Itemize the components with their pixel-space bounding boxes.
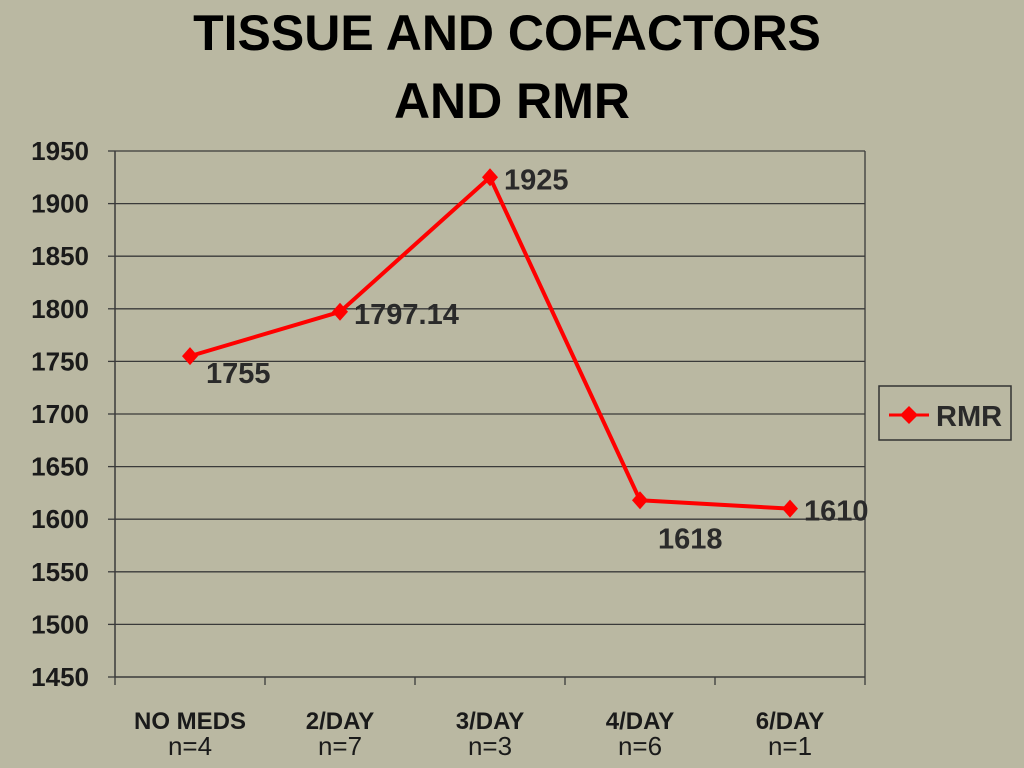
y-axis-tick-labels: 1950 1900 1850 1800 1750 1700 1650 1600 1550 1500… bbox=[31, 136, 89, 692]
y-tick-label: 1950 bbox=[31, 136, 89, 166]
data-label: 1755 bbox=[206, 358, 271, 390]
data-label: 1925 bbox=[504, 164, 569, 196]
data-labels: 1755 1797.14 1925 1618 1610 bbox=[206, 164, 869, 555]
y-tick-label: 1850 bbox=[31, 241, 89, 271]
data-point-marker bbox=[632, 491, 648, 510]
x-tick-label: 2/DAY bbox=[306, 708, 374, 735]
data-label: 1618 bbox=[658, 523, 723, 555]
y-tick-label: 1500 bbox=[31, 609, 89, 639]
y-tick-label: 1900 bbox=[31, 189, 89, 219]
y-tick-label: 1450 bbox=[31, 662, 89, 692]
x-sample-size-label: n=4 bbox=[168, 731, 212, 761]
y-tick-label: 1750 bbox=[31, 346, 89, 376]
chart-title-line-1: TISSUE AND COFACTORS bbox=[193, 5, 821, 61]
x-tick-label: 6/DAY bbox=[756, 708, 824, 735]
gridlines bbox=[115, 150, 865, 626]
y-tick-label: 1700 bbox=[31, 399, 89, 429]
data-point-marker bbox=[182, 347, 198, 366]
chart-title-line-2: AND RMR bbox=[394, 73, 630, 129]
data-point-marker bbox=[332, 302, 348, 321]
x-sample-size-label: n=7 bbox=[318, 731, 362, 761]
legend-entry-rmr: RMR bbox=[936, 401, 1002, 433]
y-tick-label: 1650 bbox=[31, 452, 89, 482]
x-sample-size-label: n=6 bbox=[618, 731, 662, 761]
data-point-marker bbox=[482, 168, 498, 187]
legend-box bbox=[878, 385, 1012, 441]
x-tick-label: 3/DAY bbox=[456, 708, 524, 735]
x-sample-size-label: n=1 bbox=[768, 731, 812, 761]
x-tick-label: 4/DAY bbox=[606, 708, 674, 735]
data-label: 1797.14 bbox=[354, 299, 459, 331]
chart-title: TISSUE AND COFACTORS AND RMR bbox=[193, 5, 821, 129]
x-tick-label: NO MEDS bbox=[134, 708, 246, 735]
data-label: 1610 bbox=[804, 496, 869, 528]
legend-diamond-marker bbox=[900, 406, 918, 424]
legend: RMR bbox=[878, 385, 1012, 441]
data-point-marker bbox=[782, 499, 798, 518]
x-sample-size-label: n=3 bbox=[468, 731, 512, 761]
y-tick-label: 1550 bbox=[31, 557, 89, 587]
y-tick-label: 1800 bbox=[31, 294, 89, 324]
y-tick-label: 1600 bbox=[31, 504, 89, 534]
series-rmr bbox=[182, 168, 798, 518]
axes bbox=[108, 150, 866, 685]
series-line-rmr bbox=[189, 175, 791, 511]
